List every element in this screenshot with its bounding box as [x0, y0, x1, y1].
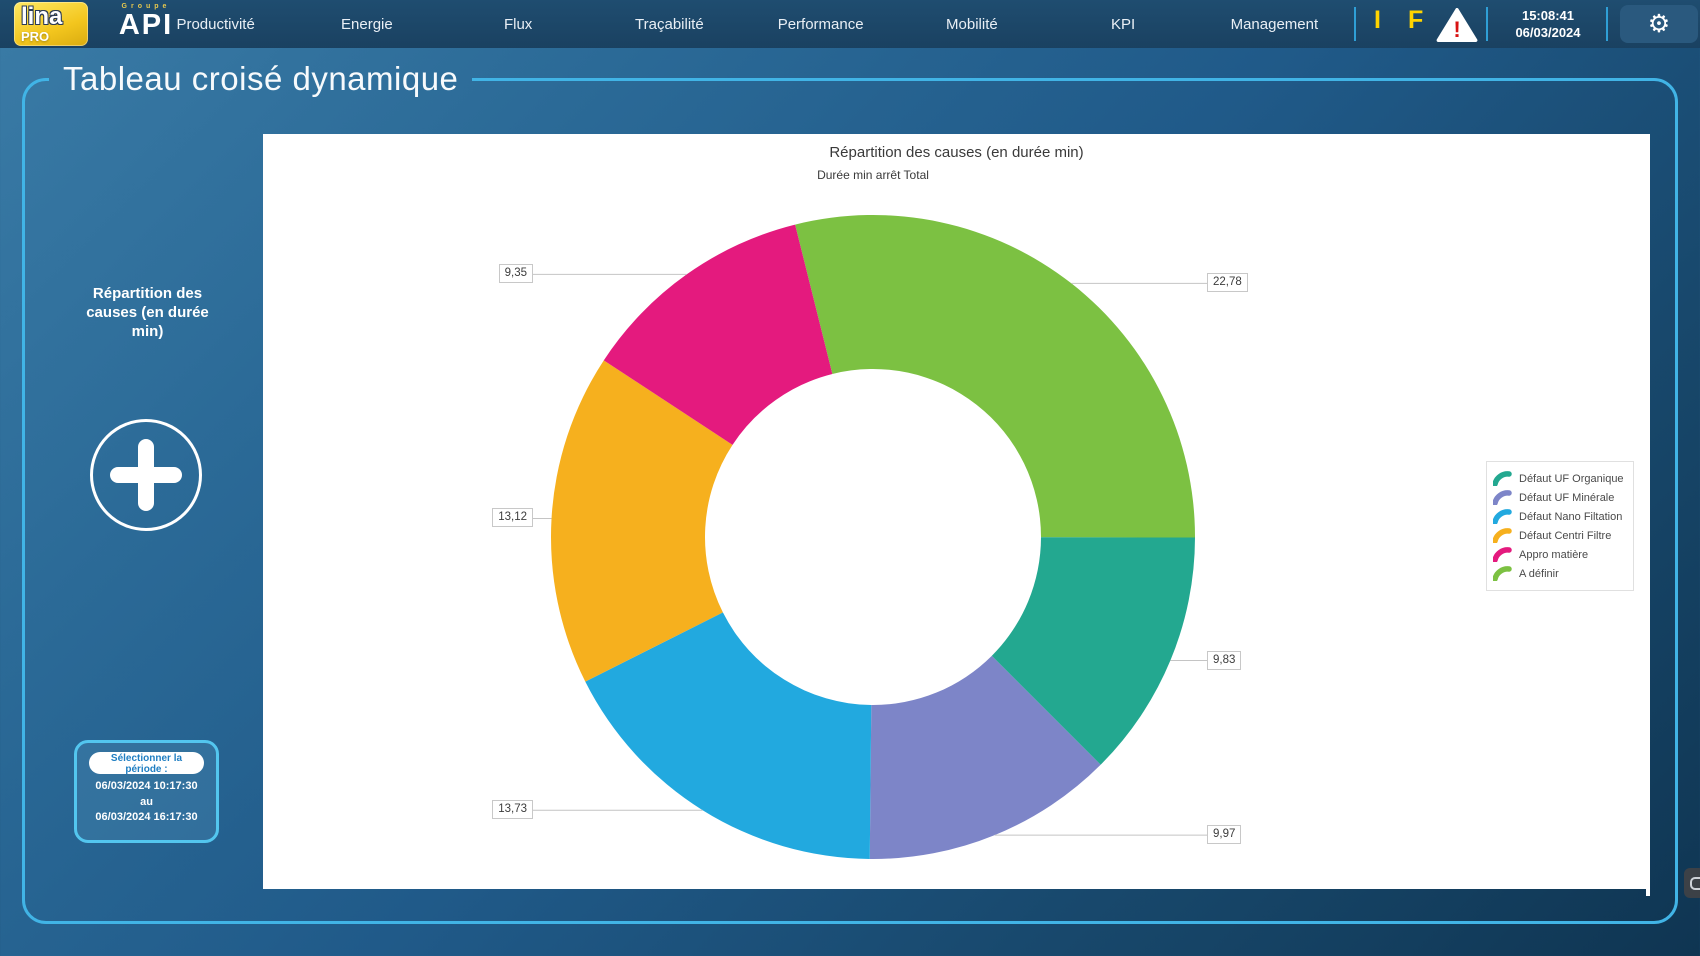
pie-value-label-appro-matiere: 9,35 — [498, 264, 533, 283]
pivot-chart-panel: Répartition des causes (en durée min) Du… — [263, 134, 1650, 889]
legend-item-defaut-uf-organique[interactable]: Défaut UF Organique — [1493, 469, 1627, 488]
settings-button[interactable]: ⚙ — [1620, 5, 1698, 43]
nav-divider — [1354, 7, 1356, 41]
lina-logo-text: lina — [21, 3, 63, 30]
legend-label: A définir — [1519, 567, 1559, 580]
pie-slice-a-definir[interactable] — [795, 215, 1195, 538]
pie-slice-defaut-uf-minerale[interactable] — [869, 655, 1101, 859]
top-navbar: lina PRO Groupe API Productivité Energie F… — [0, 0, 1700, 48]
clock-date: 06/03/2024 — [1515, 25, 1581, 40]
plus-icon — [138, 439, 154, 511]
pie-slice-defaut-centri-filtre[interactable] — [551, 360, 733, 682]
nav-menu: Productivité Energie Flux Traçabilité Perfor… — [140, 0, 1350, 48]
pie-value-label-defaut-uf-minerale: 9,97 — [1207, 825, 1242, 844]
nav-divider — [1486, 7, 1488, 41]
legend-arc-swatch — [1493, 471, 1512, 486]
indicator-f[interactable]: F — [1408, 6, 1424, 34]
nav-item-productivite[interactable]: Productivité — [176, 15, 255, 33]
donut-chart — [533, 215, 1207, 859]
legend-arc-swatch — [1493, 490, 1512, 505]
pie-slice-appro-matiere[interactable] — [603, 224, 833, 445]
chart-legend: Défaut UF Organique Défaut UF Minérale Déf… — [1486, 461, 1634, 591]
legend-label: Appro matière — [1519, 548, 1589, 561]
legend-item-defaut-centri-filtre[interactable]: Défaut Centri Filtre — [1493, 526, 1627, 545]
nav-item-mobilite[interactable]: Mobilité — [946, 15, 998, 33]
legend-arc-swatch — [1493, 509, 1512, 524]
api-groupe-logo[interactable]: Groupe API — [100, 3, 192, 40]
pie-slice-defaut-nano-filtation[interactable] — [585, 612, 872, 859]
period-separator: au — [140, 796, 153, 808]
legend-item-appro-matiere[interactable]: Appro matière — [1493, 545, 1627, 564]
legend-label: Défaut Nano Filtation — [1519, 510, 1623, 523]
legend-label: Défaut UF Minérale — [1519, 491, 1615, 504]
chart-subtitle: Durée min arrêt Total — [817, 168, 929, 182]
period-to: 06/03/2024 16:17:30 — [95, 811, 198, 823]
svg-text:!: ! — [1453, 17, 1460, 42]
pie-value-label-defaut-nano-filtation: 13,73 — [492, 800, 533, 819]
nav-item-performance[interactable]: Performance — [777, 15, 864, 33]
nav-item-kpi[interactable]: KPI — [1111, 15, 1136, 33]
pie-value-label-defaut-uf-organique: 9,83 — [1207, 651, 1242, 670]
gear-icon: ⚙ — [1647, 9, 1671, 38]
period-selector: Sélectionner la période : 06/03/2024 10:… — [74, 740, 219, 843]
legend-arc-swatch — [1493, 566, 1512, 581]
nav-item-tracabilite[interactable]: Traçabilité — [635, 15, 704, 33]
legend-item-a-definir[interactable]: A définir — [1493, 564, 1627, 583]
period-from: 06/03/2024 10:17:30 — [95, 780, 198, 792]
select-period-button[interactable]: Sélectionner la période : — [89, 752, 204, 775]
legend-item-defaut-uf-minerale[interactable]: Défaut UF Minérale — [1493, 488, 1627, 507]
pie-value-label-defaut-centri-filtre: 13,12 — [492, 508, 533, 527]
legend-label: Défaut UF Organique — [1519, 472, 1624, 485]
nav-divider — [1606, 7, 1608, 41]
add-chart-button[interactable] — [90, 419, 202, 531]
corner-overlay-icon[interactable] — [1684, 868, 1700, 898]
nav-item-energie[interactable]: Energie — [341, 15, 393, 33]
pro-logo-text: PRO — [21, 29, 50, 44]
chart-title: Répartition des causes (en durée min) — [829, 144, 1084, 161]
nav-item-management[interactable]: Management — [1230, 15, 1319, 33]
pie-slice-defaut-uf-organique[interactable] — [991, 537, 1195, 765]
groupe-logo-text: Groupe — [121, 3, 171, 10]
legend-arc-swatch — [1493, 528, 1512, 543]
content-frame: Tableau croisé dynamique — [22, 60, 1678, 924]
pie-value-label-a-definir: 22,78 — [1207, 273, 1248, 292]
indicator-i[interactable]: I — [1374, 6, 1381, 34]
lina-pro-logo[interactable]: lina PRO — [14, 2, 88, 46]
api-logo-text: API — [118, 9, 174, 41]
sidebar-chart-label: Répartition des causes (en durée min) — [86, 285, 209, 340]
overlay-glyph-icon — [1690, 876, 1700, 890]
panel-scrollbar[interactable] — [1646, 838, 1650, 896]
clock-time: 15:08:41 — [1521, 8, 1575, 23]
legend-label: Défaut Centri Filtre — [1519, 529, 1612, 542]
alert-warning-icon[interactable]: ! — [1436, 7, 1478, 42]
nav-item-flux[interactable]: Flux — [503, 15, 533, 33]
clock: 15:08:41 06/03/2024 — [1496, 7, 1600, 41]
page-title: Tableau croisé dynamique — [63, 60, 459, 97]
legend-item-defaut-nano-filtation[interactable]: Défaut Nano Filtation — [1493, 507, 1627, 526]
legend-arc-swatch — [1493, 547, 1512, 562]
